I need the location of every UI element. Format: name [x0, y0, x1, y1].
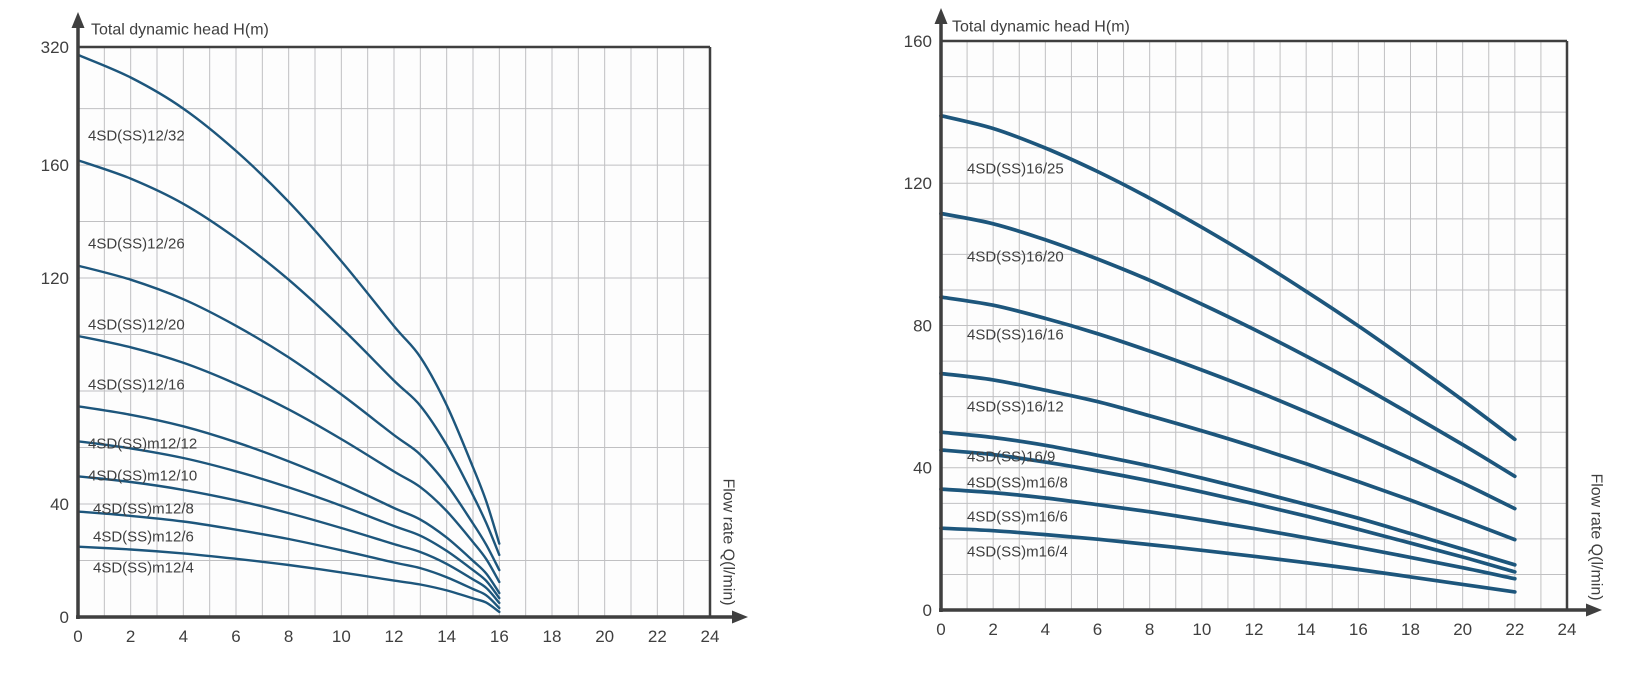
- x-tick-label: 16: [1349, 620, 1368, 639]
- curve-4SD(SS)m16/6: [939, 487, 1517, 581]
- x-tick-label: 16: [490, 627, 509, 646]
- y-tick-label: 0: [60, 608, 69, 627]
- x-tick-label: 22: [648, 627, 667, 646]
- x-tick-label: 14: [1297, 620, 1316, 639]
- x-tick-label: 20: [595, 627, 614, 646]
- x-tick-label: 2: [126, 627, 135, 646]
- curve-4SD(SS)12/20: [76, 264, 501, 572]
- x-tick-label: 22: [1505, 620, 1524, 639]
- curve-name-label: 4SD(SS)16/25: [967, 160, 1064, 177]
- x-tick-label: 2: [988, 620, 997, 639]
- curve-4SD(SS)m12/6: [76, 510, 501, 610]
- curve-4SD(SS)16/12: [939, 371, 1517, 542]
- x-axis-arrow-icon: [732, 610, 748, 624]
- chart-title: Total dynamic head H(m): [952, 19, 1130, 36]
- x-tick-label: 24: [1558, 620, 1577, 639]
- curve-name-label: 4SD(SS)m12/4: [93, 559, 194, 576]
- x-tick-label: 6: [231, 627, 240, 646]
- curve-name-label: 4SD(SS)m16/4: [967, 543, 1068, 560]
- curve-name-label: 4SD(SS)16/20: [967, 248, 1064, 265]
- y-tick-label: 120: [41, 269, 69, 288]
- y-tick-label: 0: [923, 601, 932, 620]
- curve-4SD(SS)m12/8: [76, 475, 501, 605]
- curve-name-label: 4SD(SS)16/9: [967, 448, 1055, 465]
- curve-4SD(SS)16/20: [939, 211, 1517, 479]
- x-axis-label: Flow rate Q(l/min): [1587, 473, 1604, 600]
- curve-4SD(SS)12/32: [76, 53, 501, 545]
- y-axis-arrow-icon: [71, 12, 85, 28]
- curve-name-label: 4SD(SS)12/26: [88, 235, 185, 252]
- x-tick-label: 8: [1145, 620, 1154, 639]
- y-tick-label: 320: [41, 38, 69, 57]
- y-tick-label: 80: [913, 316, 932, 335]
- y-tick-label: 40: [50, 495, 69, 514]
- x-tick-label: 12: [385, 627, 404, 646]
- curve-name-label: 4SD(SS)m12/6: [93, 528, 194, 545]
- x-tick-label: 20: [1453, 620, 1472, 639]
- x-tick-label: 24: [701, 627, 720, 646]
- curve-4SD(SS)12/26: [76, 159, 501, 557]
- y-tick-label: 160: [41, 156, 69, 175]
- x-tick-label: 8: [284, 627, 293, 646]
- curve-4SD(SS)m12/10: [76, 440, 501, 600]
- curve-name-label: 4SD(SS)12/16: [88, 376, 185, 393]
- x-tick-label: 10: [1192, 620, 1211, 639]
- curve-name-label: 4SD(SS)m16/6: [967, 508, 1068, 525]
- curve-4SD(SS)m16/4: [939, 526, 1517, 594]
- x-tick-label: 4: [1041, 620, 1050, 639]
- curve-4SD(SS)m16/8: [939, 448, 1517, 574]
- curve-4SD(SS)m12/12: [76, 405, 501, 595]
- x-tick-label: 18: [1401, 620, 1420, 639]
- curve-name-label: 4SD(SS)16/12: [967, 398, 1064, 415]
- x-tick-label: 4: [179, 627, 188, 646]
- curve-4SD(SS)16/16: [939, 295, 1517, 511]
- x-tick-label: 14: [437, 627, 456, 646]
- y-axis-arrow-icon: [934, 8, 948, 24]
- x-axis-label: Flow rate Q(l/min): [719, 478, 736, 605]
- curve-name-label: 4SD(SS)m16/8: [967, 474, 1068, 491]
- curve-name-label: 4SD(SS)12/20: [88, 316, 185, 333]
- curve-4SD(SS)16/9: [939, 430, 1517, 567]
- x-tick-label: 0: [936, 620, 945, 639]
- x-axis-arrow-icon: [1586, 603, 1602, 617]
- curve-name-label: 4SD(SS)m12/8: [93, 500, 194, 517]
- x-tick-label: 18: [543, 627, 562, 646]
- x-tick-label: 0: [73, 627, 82, 646]
- curve-name-label: 4SD(SS)m12/12: [88, 435, 197, 452]
- x-tick-label: 10: [332, 627, 351, 646]
- curve-name-label: 4SD(SS)m12/10: [88, 467, 197, 484]
- curve-name-label: 4SD(SS)16/16: [967, 326, 1064, 343]
- y-tick-label: 120: [904, 174, 932, 193]
- curve-name-label: 4SD(SS)12/32: [88, 127, 185, 144]
- curve-4SD(SS)12/16: [76, 334, 501, 584]
- curve-4SD(SS)16/25: [939, 113, 1517, 442]
- x-tick-label: 12: [1245, 620, 1264, 639]
- x-tick-label: 6: [1093, 620, 1102, 639]
- y-tick-label: 160: [904, 32, 932, 51]
- chart-title: Total dynamic head H(m): [91, 22, 269, 39]
- curve-4SD(SS)m12/4: [76, 545, 501, 614]
- y-tick-label: 40: [913, 459, 932, 478]
